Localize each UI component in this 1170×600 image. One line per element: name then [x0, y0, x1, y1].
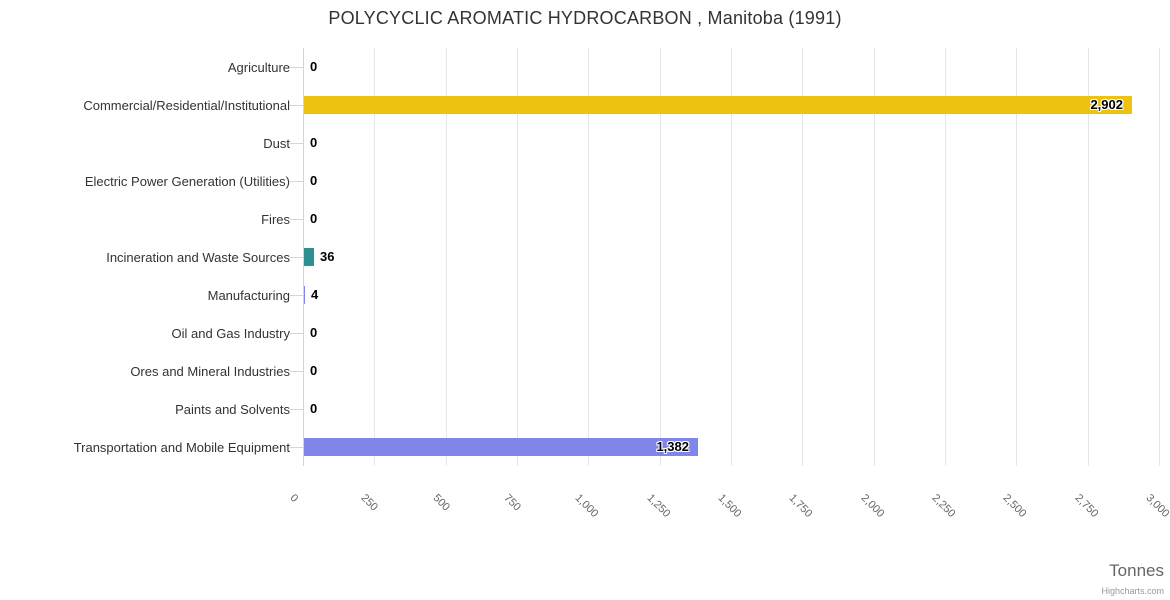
value-label: 0 [310, 173, 318, 188]
value-label: 0 [310, 59, 318, 74]
x-tick-label: 2,750 [1072, 492, 1101, 520]
x-tick-label: 1,750 [786, 492, 815, 520]
category-tick-mark [290, 333, 303, 334]
category-tick-mark [290, 67, 303, 68]
x-tick-label: 250 [358, 492, 380, 514]
gridline [1087, 48, 1089, 466]
x-tick-label: 0 [287, 492, 301, 505]
bar-incineration-and-waste-sources[interactable] [304, 248, 315, 266]
x-axis-title: Tonnes [1109, 561, 1164, 580]
gridline [873, 48, 875, 466]
gridline [588, 48, 590, 466]
gridline [445, 48, 447, 466]
highcharts-credits-link[interactable]: Highcharts.com [1101, 586, 1164, 596]
gridline [659, 48, 661, 466]
bar-manufacturing[interactable] [304, 286, 306, 304]
category-tick-mark [290, 447, 303, 448]
category-label: Electric Power Generation (Utilities) [84, 174, 290, 189]
value-label: 0 [310, 363, 318, 378]
gridline [374, 48, 376, 466]
bar-transportation-and-mobile-equipment[interactable] [304, 438, 699, 456]
category-label: Transportation and Mobile Equipment [73, 440, 290, 455]
category-tick-mark [290, 105, 303, 106]
x-tick-label: 1,250 [644, 492, 673, 520]
gridline [802, 48, 804, 466]
category-label: Manufacturing [207, 288, 290, 303]
category-label: Commercial/Residential/Institutional [83, 98, 290, 113]
category-tick-mark [290, 371, 303, 372]
x-tick-label: 3,000 [1143, 492, 1170, 520]
category-label: Incineration and Waste Sources [106, 250, 290, 265]
x-tick-label: 1,000 [572, 492, 601, 520]
category-label: Fires [261, 212, 290, 227]
x-tick-label: 2,250 [929, 492, 958, 520]
category-tick-mark [290, 257, 303, 258]
value-label: 1,382 [656, 439, 689, 454]
category-label: Agriculture [227, 60, 290, 75]
x-tick-label: 1,500 [715, 492, 744, 520]
x-tick-label: 2,500 [1000, 492, 1029, 520]
value-label: 4 [311, 287, 319, 302]
category-label: Ores and Mineral Industries [130, 364, 290, 379]
value-label: 36 [320, 249, 335, 264]
category-tick-mark [290, 295, 303, 296]
x-tick-label: 2,000 [858, 492, 887, 520]
gridline [731, 48, 732, 466]
gridline [1016, 48, 1018, 466]
y-axis-line [303, 48, 304, 466]
bar-commercial-residential-institutional[interactable] [304, 96, 1133, 114]
x-tick-label: 750 [501, 492, 523, 514]
category-label: Oil and Gas Industry [171, 326, 291, 341]
chart-title: POLYCYCLIC AROMATIC HYDROCARBON , Manito… [328, 8, 842, 28]
gridline [517, 48, 518, 466]
value-label: 0 [310, 325, 318, 340]
category-tick-mark [290, 409, 303, 410]
value-label: 0 [310, 211, 318, 226]
category-label: Paints and Solvents [175, 402, 290, 417]
category-tick-mark [290, 219, 303, 220]
category-label: Dust [263, 136, 290, 151]
gridline [945, 48, 946, 466]
category-tick-mark [290, 143, 303, 144]
x-tick-label: 500 [430, 492, 452, 514]
category-tick-mark [290, 181, 303, 182]
gridline [1159, 48, 1160, 466]
value-label: 0 [310, 135, 318, 150]
value-label: 2,902 [1090, 97, 1123, 112]
value-label: 0 [310, 401, 318, 416]
